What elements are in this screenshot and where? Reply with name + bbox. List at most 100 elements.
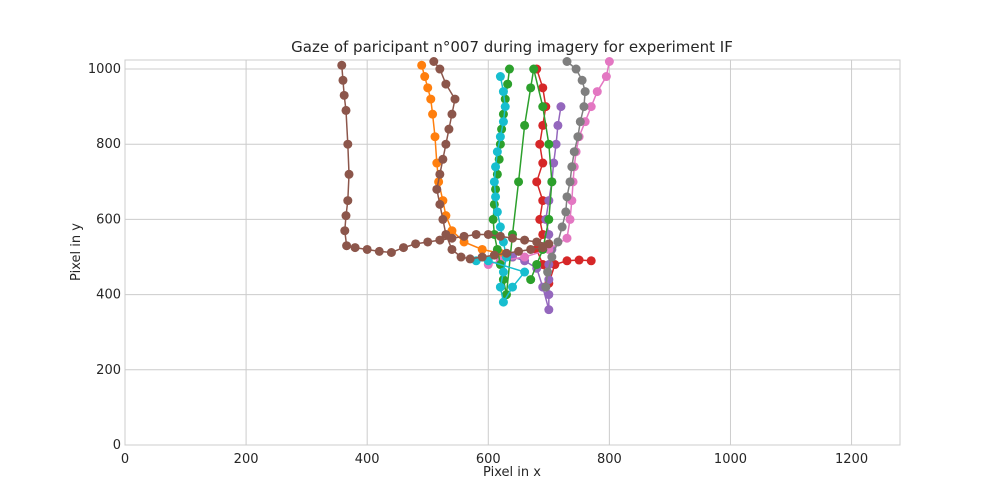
gaze-point <box>541 282 551 292</box>
gaze-point <box>547 252 557 262</box>
gaze-point <box>491 192 501 202</box>
gaze-point <box>514 177 524 187</box>
gaze-point <box>573 132 583 142</box>
gaze-point <box>498 267 508 277</box>
gaze-point <box>432 184 442 194</box>
gaze-point <box>556 102 566 112</box>
gaze-point <box>350 243 360 253</box>
gaze-point <box>471 229 481 239</box>
gaze-point <box>435 235 445 245</box>
gaze-point <box>520 120 530 130</box>
gaze-point <box>492 207 502 217</box>
x-tick-label: 0 <box>121 452 129 467</box>
gaze-point <box>544 214 554 224</box>
gaze-point <box>562 256 572 266</box>
gaze-point <box>604 57 614 67</box>
y-tick-labels: 0 200 400 600 800 1000 <box>88 62 121 453</box>
gaze-point <box>547 177 557 187</box>
gaze-point <box>489 177 499 187</box>
plot-frame <box>124 59 901 446</box>
gaze-point <box>447 109 457 119</box>
gaze-point <box>567 162 577 172</box>
gaze-point <box>489 250 499 260</box>
gaze-point <box>444 124 454 134</box>
gaze-point <box>562 233 572 243</box>
gaze-point <box>538 83 548 93</box>
gaze-point <box>565 177 575 187</box>
gaze-point <box>465 254 475 264</box>
gaze-point <box>417 60 427 70</box>
gaze-point <box>580 87 590 97</box>
gaze-point <box>441 139 451 149</box>
gaze-point <box>477 244 487 254</box>
gaze-point <box>549 158 559 168</box>
gaze-point <box>498 297 508 307</box>
x-tick-label: 200 <box>234 452 259 467</box>
x-axis-label: Pixel in x <box>483 465 541 480</box>
gaze-point <box>532 237 542 247</box>
gaze-point <box>535 139 545 149</box>
gaze-point <box>447 244 457 254</box>
gaze-point <box>544 139 554 149</box>
gaze-point <box>459 231 469 241</box>
gaze-point <box>508 233 517 243</box>
gaze-point <box>488 214 498 224</box>
x-tick-label: 1200 <box>835 452 868 467</box>
gaze-point <box>532 260 542 270</box>
gaze-point <box>544 290 554 300</box>
x-tick-labels: 0 200 400 600 800 1000 1200 <box>121 452 868 467</box>
x-tick-label: 400 <box>355 452 380 467</box>
gaze-point <box>553 237 563 247</box>
gaze-point <box>526 275 536 285</box>
gaze-point <box>520 252 530 262</box>
gaze-point <box>543 267 553 277</box>
gaze-point <box>520 235 530 245</box>
gaze-point <box>574 255 584 265</box>
gaze-point <box>399 243 409 253</box>
gaze-point <box>495 282 505 292</box>
gaze-point <box>411 239 421 249</box>
gaze-point <box>495 72 505 82</box>
gaze-point <box>483 229 493 239</box>
gaze-point <box>340 226 350 236</box>
gaze-point <box>423 83 433 93</box>
gaze-point <box>495 132 505 142</box>
gaze-point <box>544 196 554 206</box>
gaze-point <box>586 256 596 266</box>
gaze-point <box>456 252 466 262</box>
gaze-point <box>339 90 349 100</box>
y-axis-label: Pixel in y <box>69 223 84 281</box>
gaze-path <box>488 61 611 266</box>
gaze-point <box>495 222 505 232</box>
gaze-point <box>577 75 587 85</box>
gaze-point <box>500 102 510 112</box>
gaze-point <box>562 192 572 202</box>
gaze-point <box>498 87 508 97</box>
gaze-point <box>344 169 354 179</box>
y-tick-label: 400 <box>96 288 121 303</box>
gaze-point <box>571 64 581 74</box>
gaze-point <box>565 214 575 224</box>
gaze-series-6 <box>471 72 530 307</box>
gaze-point <box>579 102 589 112</box>
gaze-point <box>503 79 513 89</box>
gaze-point <box>498 109 508 119</box>
y-tick-label: 800 <box>96 137 121 152</box>
gaze-point <box>430 132 440 142</box>
gaze-point <box>435 199 445 209</box>
gaze-point <box>492 147 502 157</box>
gaze-point <box>435 169 445 179</box>
gaze-point <box>428 109 438 119</box>
gaze-point <box>562 57 572 67</box>
gaze-point <box>498 117 508 127</box>
gaze-point <box>429 57 439 67</box>
gaze-point <box>426 94 436 104</box>
gaze-point <box>438 154 448 164</box>
gaze-point <box>529 64 539 74</box>
gaze-point <box>544 305 554 315</box>
gaze-point <box>557 222 567 232</box>
gaze-point <box>561 207 571 217</box>
gaze-point <box>341 211 351 221</box>
gaze-point <box>538 158 548 168</box>
gaze-point <box>586 102 596 112</box>
